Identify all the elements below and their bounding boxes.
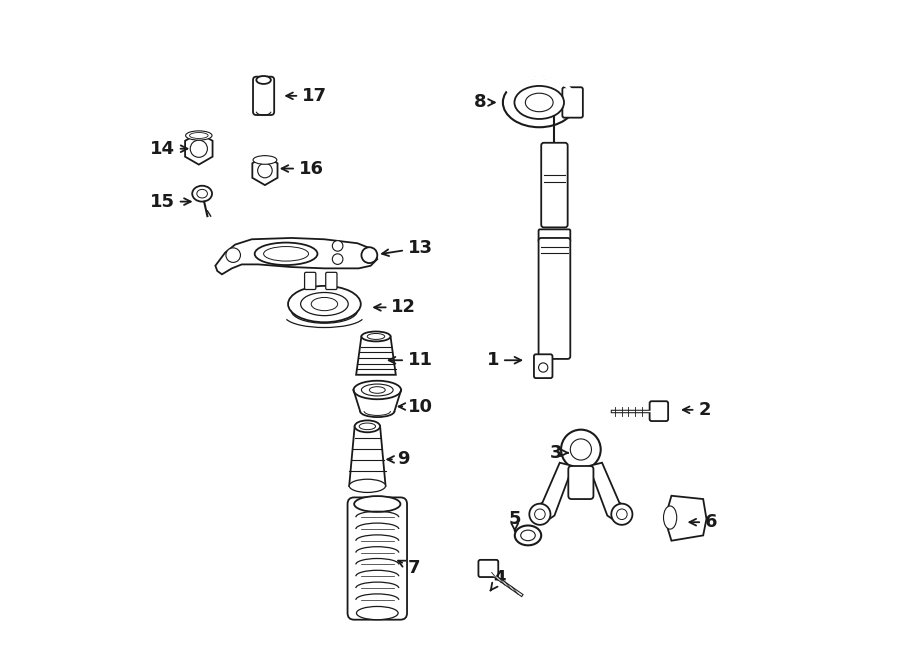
- Ellipse shape: [526, 93, 554, 112]
- Polygon shape: [665, 496, 706, 541]
- Ellipse shape: [515, 86, 564, 119]
- Text: 5: 5: [508, 510, 521, 531]
- Polygon shape: [589, 463, 628, 522]
- Text: 16: 16: [282, 159, 324, 178]
- Ellipse shape: [362, 331, 391, 341]
- Text: 7: 7: [398, 559, 420, 578]
- Polygon shape: [534, 463, 573, 522]
- Circle shape: [535, 509, 545, 520]
- Text: 11: 11: [389, 351, 433, 369]
- Circle shape: [571, 439, 591, 460]
- FancyBboxPatch shape: [253, 77, 274, 115]
- Text: 12: 12: [374, 298, 416, 317]
- Text: 8: 8: [473, 93, 495, 112]
- Text: 13: 13: [382, 239, 433, 257]
- Text: 2: 2: [683, 401, 711, 419]
- Ellipse shape: [362, 384, 393, 396]
- Ellipse shape: [185, 131, 212, 140]
- Circle shape: [332, 254, 343, 264]
- FancyBboxPatch shape: [534, 354, 553, 378]
- Text: 3: 3: [550, 444, 568, 462]
- Polygon shape: [356, 336, 396, 375]
- Circle shape: [226, 248, 240, 262]
- Text: 9: 9: [387, 450, 410, 469]
- Ellipse shape: [521, 530, 535, 541]
- Text: 15: 15: [150, 192, 191, 211]
- Circle shape: [529, 504, 551, 525]
- Ellipse shape: [355, 420, 380, 432]
- FancyBboxPatch shape: [326, 272, 337, 290]
- Ellipse shape: [356, 607, 398, 620]
- FancyBboxPatch shape: [304, 272, 316, 290]
- Ellipse shape: [190, 132, 208, 139]
- Circle shape: [611, 504, 633, 525]
- Polygon shape: [252, 156, 277, 185]
- Polygon shape: [349, 426, 385, 486]
- Circle shape: [257, 163, 272, 178]
- Ellipse shape: [197, 189, 207, 198]
- Text: 10: 10: [399, 397, 433, 416]
- Text: 1: 1: [487, 351, 521, 369]
- Ellipse shape: [349, 479, 385, 492]
- Polygon shape: [215, 238, 377, 274]
- Ellipse shape: [663, 506, 677, 529]
- Ellipse shape: [311, 297, 338, 311]
- FancyBboxPatch shape: [538, 229, 571, 242]
- Ellipse shape: [354, 381, 401, 399]
- Ellipse shape: [193, 186, 212, 202]
- Circle shape: [362, 247, 377, 263]
- Ellipse shape: [367, 333, 384, 339]
- Text: 17: 17: [286, 87, 327, 105]
- Circle shape: [561, 430, 600, 469]
- FancyBboxPatch shape: [538, 238, 571, 359]
- Circle shape: [332, 241, 343, 251]
- Ellipse shape: [359, 423, 375, 430]
- Ellipse shape: [255, 243, 318, 265]
- FancyBboxPatch shape: [568, 466, 593, 499]
- Ellipse shape: [515, 525, 541, 545]
- Ellipse shape: [503, 78, 576, 128]
- Text: 4: 4: [491, 569, 506, 590]
- FancyBboxPatch shape: [541, 143, 568, 227]
- Ellipse shape: [264, 247, 309, 261]
- Ellipse shape: [256, 76, 271, 84]
- Ellipse shape: [301, 292, 348, 316]
- Polygon shape: [185, 133, 212, 165]
- Text: 6: 6: [689, 513, 717, 531]
- FancyBboxPatch shape: [562, 87, 583, 118]
- Circle shape: [190, 140, 207, 157]
- FancyBboxPatch shape: [650, 401, 668, 421]
- Text: 14: 14: [150, 139, 187, 158]
- Ellipse shape: [369, 387, 385, 393]
- FancyBboxPatch shape: [347, 497, 407, 620]
- Circle shape: [616, 509, 627, 520]
- Ellipse shape: [253, 156, 277, 164]
- Ellipse shape: [288, 286, 361, 323]
- FancyBboxPatch shape: [479, 560, 499, 577]
- Ellipse shape: [355, 496, 400, 512]
- Circle shape: [538, 363, 548, 372]
